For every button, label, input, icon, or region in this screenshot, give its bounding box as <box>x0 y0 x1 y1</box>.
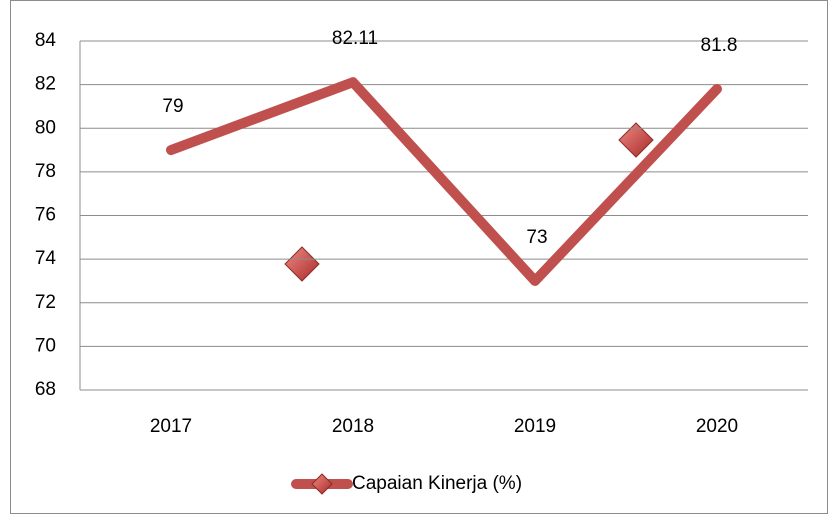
y-tick-label: 78 <box>35 161 56 182</box>
data-label: 82.11 <box>332 28 378 49</box>
data-line <box>166 77 722 286</box>
x-tick-label: 2019 <box>514 416 556 437</box>
legend-marker <box>311 473 333 495</box>
legend-label: Capaian Kinerja (%) <box>352 473 522 494</box>
y-tick-label: 84 <box>35 30 57 51</box>
data-label: 81.8 <box>701 35 738 56</box>
y-tick-label: 80 <box>35 117 56 138</box>
y-tick-label: 68 <box>35 379 56 400</box>
marker-decoration <box>618 122 654 158</box>
chart-border <box>10 0 828 514</box>
y-tick-label: 74 <box>35 248 57 269</box>
y-tick-label: 72 <box>35 292 56 313</box>
x-tick-label: 2018 <box>332 416 374 437</box>
x-tick-label: 2020 <box>696 416 738 437</box>
x-tick-label: 2017 <box>150 416 192 437</box>
data-label: 73 <box>526 227 547 248</box>
y-tick-label: 70 <box>35 335 56 356</box>
y-tick-label: 82 <box>35 74 56 95</box>
y-tick-label: 76 <box>35 205 56 226</box>
marker-decoration <box>284 246 320 282</box>
data-label: 79 <box>162 96 183 117</box>
